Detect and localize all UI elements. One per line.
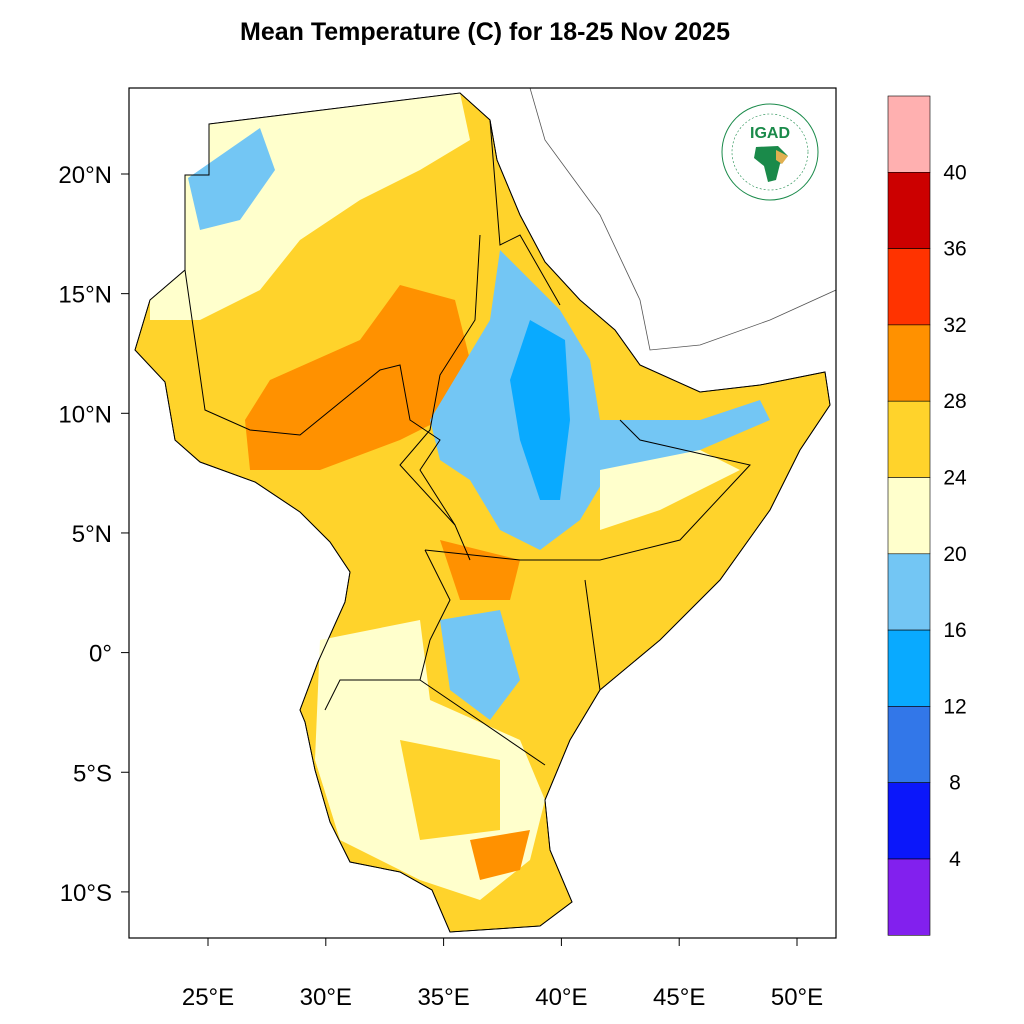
colorbar-swatch xyxy=(887,400,931,478)
lon-tick-label: 45°E xyxy=(653,984,705,1011)
lat-tick-label: 15°N xyxy=(58,282,112,309)
colorbar-label: 28 xyxy=(943,390,966,413)
country-border xyxy=(424,419,751,561)
lat-tick-label: 5°S xyxy=(73,760,112,787)
coastline-arabia xyxy=(529,88,836,351)
colorbar-label: 36 xyxy=(943,238,966,261)
lon-tick-label: 30°E xyxy=(300,984,352,1011)
colorbar-swatch xyxy=(887,858,931,936)
lat-tick-label: 10°N xyxy=(58,401,112,428)
lat-tick-label: 5°N xyxy=(72,521,112,548)
igad-logo: IGAD xyxy=(721,103,819,201)
lat-tick-label: 20°N xyxy=(58,162,112,189)
logo-text: IGAD xyxy=(750,125,790,142)
country-border xyxy=(584,579,601,691)
country-border xyxy=(489,119,561,306)
colorbar-label: 8 xyxy=(949,772,961,795)
colorbar-label: 32 xyxy=(943,314,966,337)
colorbar-swatch xyxy=(887,782,931,860)
colorbar-label: 24 xyxy=(943,467,967,490)
colorbar-swatch xyxy=(887,172,931,249)
country-borders xyxy=(134,92,831,933)
country-border xyxy=(399,234,481,526)
lon-tick-label: 25°E xyxy=(182,984,234,1011)
colorbar-label: 20 xyxy=(943,543,966,566)
country-border xyxy=(324,549,451,711)
land-temperature-field xyxy=(134,92,831,933)
plot-frame xyxy=(128,87,837,939)
colorbar-label: 40 xyxy=(943,161,966,184)
lon-tick-label: 50°E xyxy=(771,984,823,1011)
country-border xyxy=(419,679,546,766)
lon-tick-label: 40°E xyxy=(535,984,587,1011)
colorbar-swatch xyxy=(887,629,931,707)
colorbar-label: 16 xyxy=(943,619,966,642)
lat-tick-label: 0° xyxy=(89,641,112,668)
colorbar-swatch xyxy=(887,706,931,784)
colorbar-swatch xyxy=(887,95,931,173)
lat-tick-label: 10°S xyxy=(60,880,112,907)
axis-ticks: 25°E 30°E 35°E 40°E 45°E 50°E 20°N 15°N 10°N 5°N 0… xyxy=(58,162,823,1011)
colorbar-swatch xyxy=(887,324,931,402)
colorbar-swatch xyxy=(887,248,931,326)
colorbar-label: 4 xyxy=(949,848,961,871)
colorbar-swatch xyxy=(887,553,931,631)
lon-tick-label: 35°E xyxy=(417,984,469,1011)
chart-title: Mean Temperature (C) for 18-25 Nov 2025 xyxy=(240,18,730,46)
country-border xyxy=(184,269,471,561)
colorbar: 40 36 32 28 24 20 16 12 8 4 xyxy=(887,95,967,936)
colorbar-label: 12 xyxy=(943,695,966,718)
colorbar-swatch xyxy=(887,477,931,555)
